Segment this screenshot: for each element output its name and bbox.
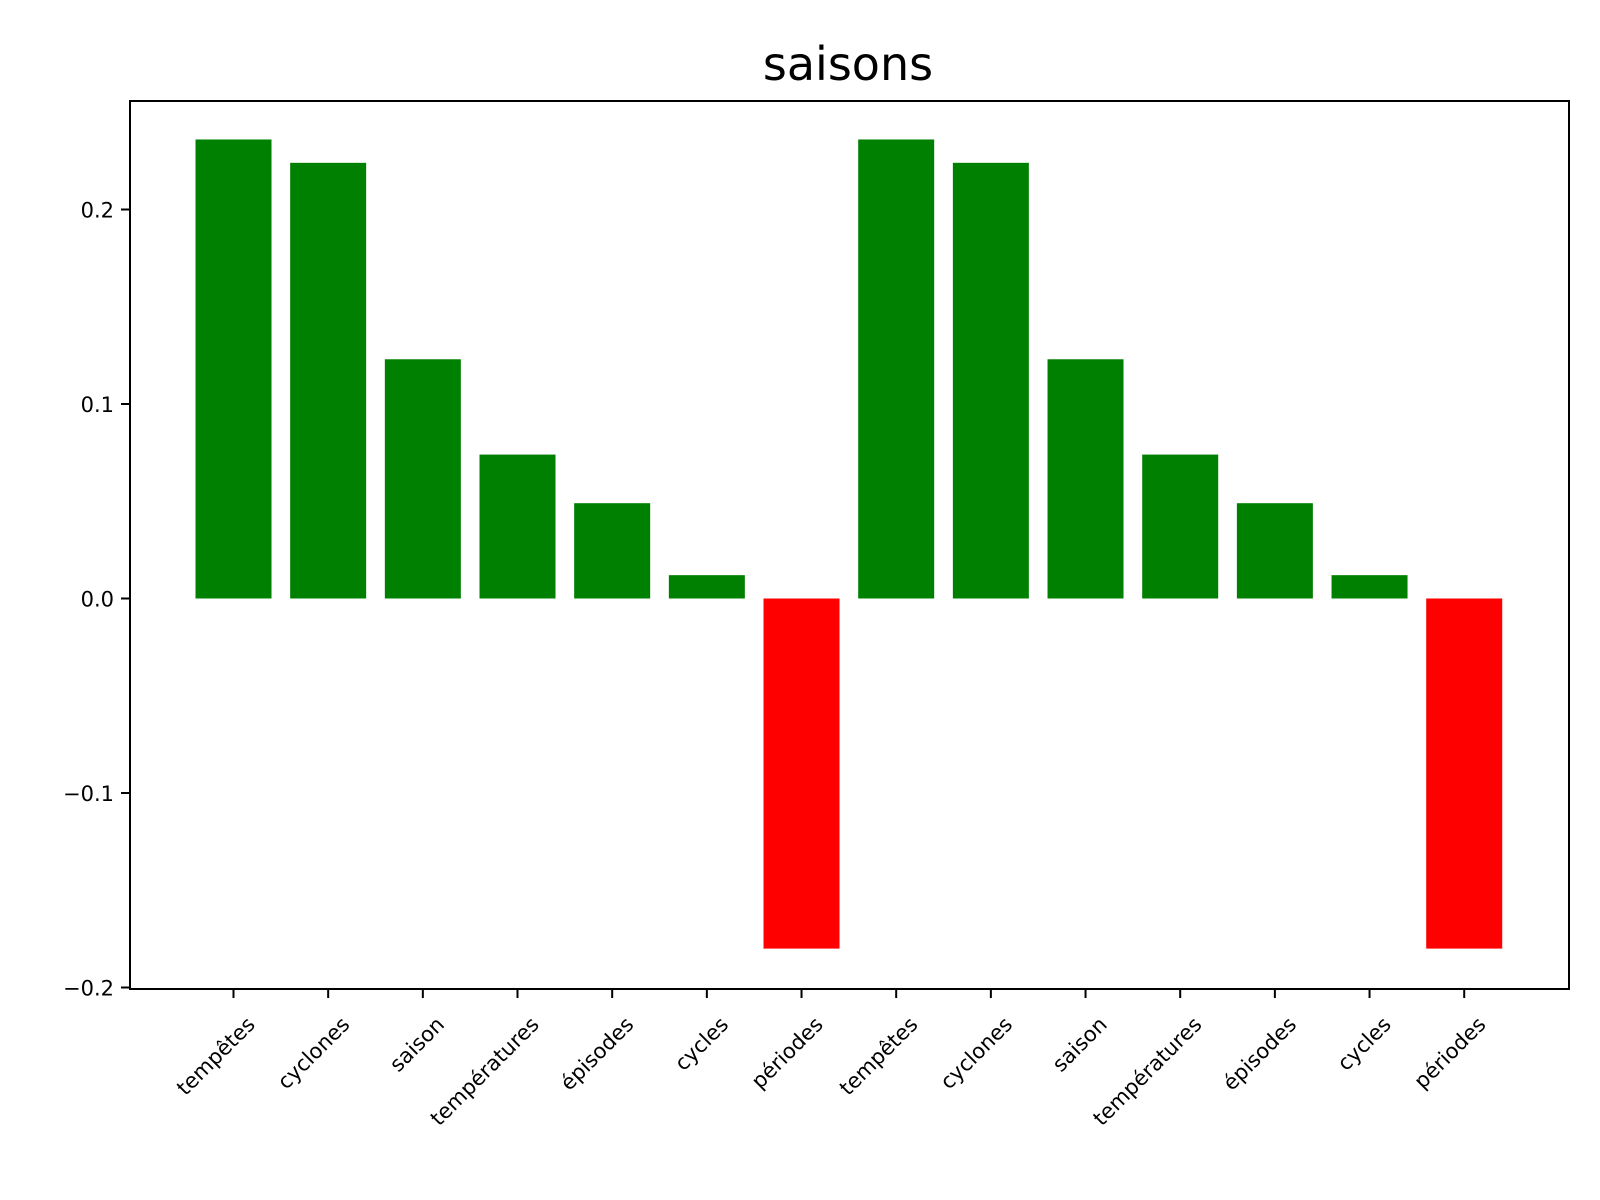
bar-1 bbox=[290, 162, 367, 599]
y-tick-label-2: 0.0 bbox=[81, 588, 114, 612]
plot-frame bbox=[129, 100, 1570, 990]
bar-4 bbox=[574, 503, 651, 599]
bar-12 bbox=[1331, 575, 1408, 599]
bar-13 bbox=[1426, 598, 1503, 949]
x-tick-label-12: cycles bbox=[1333, 1012, 1396, 1075]
bar-10 bbox=[1142, 454, 1219, 599]
bar-2 bbox=[384, 359, 461, 599]
bar-3 bbox=[479, 454, 556, 599]
x-tick-label-0: tempêtes bbox=[172, 1012, 260, 1100]
y-tick-label-4: 0.2 bbox=[81, 199, 114, 223]
x-tick-label-2: saison bbox=[385, 1012, 449, 1076]
y-tick-label-1: −0.1 bbox=[63, 782, 114, 806]
x-tick-label-11: épisodes bbox=[1218, 1012, 1301, 1095]
chart-title: saisons bbox=[763, 37, 933, 91]
bar-6 bbox=[763, 598, 840, 949]
x-tick-label-9: saison bbox=[1048, 1012, 1112, 1076]
bar-7 bbox=[858, 139, 935, 599]
x-tick-label-7: tempêtes bbox=[835, 1012, 923, 1100]
bar-0 bbox=[195, 139, 272, 599]
x-tick-label-6: périodes bbox=[747, 1012, 828, 1093]
bar-9 bbox=[1047, 359, 1124, 599]
bar-5 bbox=[668, 575, 745, 599]
x-tick-label-5: cycles bbox=[670, 1012, 733, 1075]
x-tick-label-4: épisodes bbox=[556, 1012, 639, 1095]
bar-11 bbox=[1236, 503, 1313, 599]
x-tick-label-13: périodes bbox=[1409, 1012, 1490, 1093]
x-tick-label-8: cyclones bbox=[936, 1012, 1018, 1094]
bars-group bbox=[195, 139, 1503, 949]
y-tick-label-0: −0.2 bbox=[63, 977, 114, 1001]
y-axis: −0.2 −0.1 0.0 0.1 0.2 bbox=[63, 199, 130, 1001]
bar-8 bbox=[952, 162, 1029, 599]
x-tick-label-1: cyclones bbox=[273, 1012, 355, 1094]
y-tick-label-3: 0.1 bbox=[81, 393, 114, 417]
